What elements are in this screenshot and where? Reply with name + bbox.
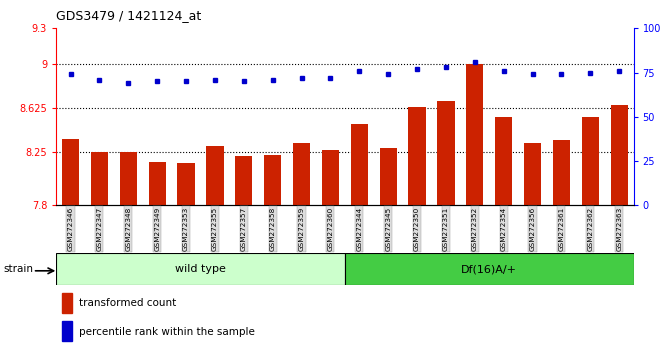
Bar <box>62 321 73 341</box>
Bar <box>293 143 310 205</box>
Text: transformed count: transformed count <box>79 298 176 308</box>
Text: GDS3479 / 1421124_at: GDS3479 / 1421124_at <box>56 9 201 22</box>
Text: GSM272362: GSM272362 <box>587 207 593 251</box>
Text: GSM272361: GSM272361 <box>558 207 564 251</box>
Text: GSM272356: GSM272356 <box>529 207 535 251</box>
Bar <box>553 141 570 205</box>
Text: GSM272348: GSM272348 <box>125 207 131 251</box>
Text: GSM272359: GSM272359 <box>298 207 304 251</box>
Text: GSM272344: GSM272344 <box>356 207 362 251</box>
Bar <box>409 107 426 205</box>
Bar <box>178 163 195 205</box>
Text: GSM272357: GSM272357 <box>241 207 247 251</box>
Bar <box>148 162 166 205</box>
Bar <box>91 152 108 205</box>
Bar <box>62 139 79 205</box>
Text: GSM272349: GSM272349 <box>154 207 160 251</box>
Text: GSM272352: GSM272352 <box>472 207 478 251</box>
Bar <box>437 102 455 205</box>
Text: strain: strain <box>3 264 33 274</box>
Bar <box>524 143 541 205</box>
Bar <box>379 148 397 205</box>
Bar <box>264 155 281 205</box>
Text: GSM272354: GSM272354 <box>501 207 507 251</box>
Bar <box>235 156 252 205</box>
Text: GSM272353: GSM272353 <box>183 207 189 251</box>
Text: GSM272345: GSM272345 <box>385 207 391 251</box>
Bar <box>466 64 483 205</box>
Text: GSM272351: GSM272351 <box>443 207 449 251</box>
Bar <box>350 124 368 205</box>
Bar <box>581 117 599 205</box>
Text: GSM272346: GSM272346 <box>67 207 73 251</box>
Text: percentile rank within the sample: percentile rank within the sample <box>79 327 255 337</box>
Bar <box>62 293 73 313</box>
Bar <box>206 146 224 205</box>
Text: GSM272360: GSM272360 <box>327 207 333 251</box>
Text: GSM272355: GSM272355 <box>212 207 218 251</box>
Bar <box>495 117 512 205</box>
Bar <box>610 105 628 205</box>
Bar <box>322 150 339 205</box>
Text: wild type: wild type <box>175 264 226 274</box>
Text: GSM272347: GSM272347 <box>96 207 102 251</box>
Bar <box>119 152 137 205</box>
Text: Df(16)A/+: Df(16)A/+ <box>461 264 517 274</box>
Text: GSM272363: GSM272363 <box>616 207 622 251</box>
Text: GSM272350: GSM272350 <box>414 207 420 251</box>
Bar <box>56 253 345 285</box>
Bar <box>345 253 634 285</box>
Text: GSM272358: GSM272358 <box>270 207 276 251</box>
